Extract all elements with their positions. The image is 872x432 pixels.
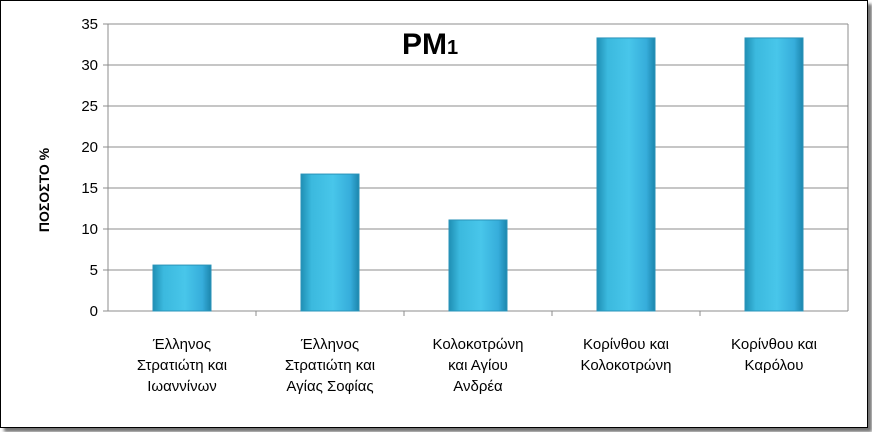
x-category-label: Έλληνος Στρατιώτη και Ιωαννίνων <box>137 336 227 395</box>
x-category-label-line: Ανδρέα <box>453 378 503 395</box>
x-category-labels: Έλληνος Στρατιώτη και Ιωαννίνων Έλληνος Στρα… <box>137 336 817 395</box>
y-tick-label: 25 <box>81 98 98 115</box>
y-tick-label: 15 <box>81 180 98 197</box>
x-category-label-line: Ιωαννίνων <box>147 378 217 395</box>
x-category-label-line: Έλληνος <box>152 336 211 353</box>
x-category-label-line: Στρατιώτη και <box>137 357 227 374</box>
y-tick-label: 35 <box>81 16 98 33</box>
y-tick-label: 20 <box>81 139 98 156</box>
x-category-label: Κορίνθου και Καρόλου <box>731 336 817 374</box>
x-category-label-line: Καρόλου <box>745 357 804 374</box>
y-tick-label: 10 <box>81 221 98 238</box>
y-tick-labels: 0 5 10 15 20 25 30 35 <box>81 16 108 320</box>
chart-title-main: PM <box>402 28 447 61</box>
x-category-label-line: και Αγίου <box>448 357 508 374</box>
chart-title: PM1 <box>402 28 458 61</box>
bar <box>448 219 508 312</box>
gridlines <box>108 23 848 271</box>
bars <box>152 37 804 312</box>
x-category-label-line: Κορίνθου και <box>583 336 669 353</box>
x-category-label: Έλληνος Στρατιώτη και Αγίας Σοφίας <box>285 336 375 395</box>
bar <box>300 173 360 312</box>
x-category-label-line: Κολοκοτρώνη <box>581 357 672 374</box>
x-category-label-line: Έλληνος <box>300 336 359 353</box>
x-category-label-line: Στρατιώτη και <box>285 357 375 374</box>
x-category-label-line: Κολοκοτρώνη <box>433 336 524 353</box>
y-tick-label: 30 <box>81 57 98 74</box>
x-category-label-line: Αγίας Σοφίας <box>286 378 373 395</box>
bar <box>744 37 804 312</box>
x-category-label: Κορίνθου και Κολοκοτρώνη <box>581 336 672 374</box>
x-category-label-line: Κορίνθου και <box>731 336 817 353</box>
y-tick-label: 0 <box>90 303 98 320</box>
y-tick-label: 5 <box>90 262 98 279</box>
y-axis-label: ΠΟΣΟΣΤΟ % <box>36 147 52 232</box>
x-category-label: Κολοκοτρώνη και Αγίου Ανδρέα <box>433 336 524 395</box>
bar <box>152 264 212 312</box>
bar <box>596 37 656 312</box>
chart-title-subscript: 1 <box>447 37 458 59</box>
